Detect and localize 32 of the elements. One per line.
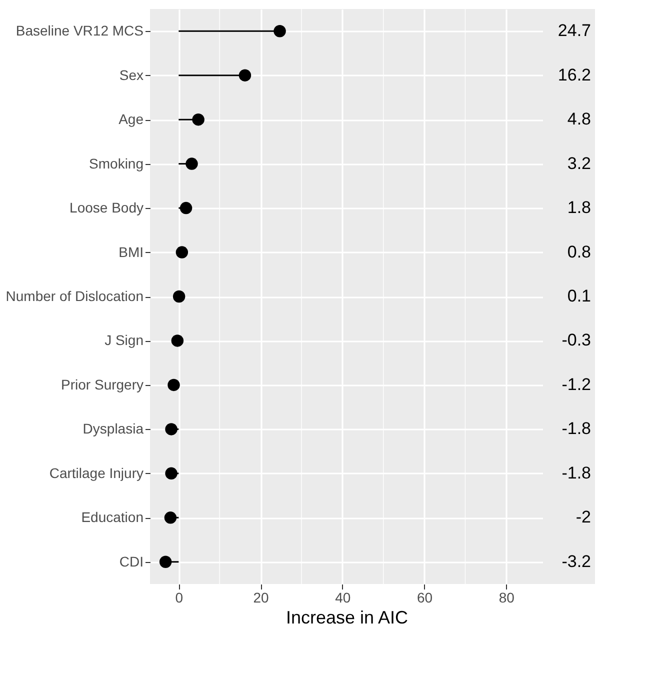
data-label: 24.7 bbox=[558, 21, 591, 40]
data-label: 4.8 bbox=[567, 110, 591, 129]
data-label: 1.8 bbox=[567, 198, 591, 218]
y-tick-label: Sex bbox=[119, 66, 144, 83]
y-tick-label: Cartilage Injury bbox=[49, 464, 144, 481]
y-tick-label: BMI bbox=[118, 244, 144, 260]
data-label: 0.8 bbox=[567, 242, 591, 262]
y-tick-label: Age bbox=[118, 111, 144, 128]
x-axis-title: Increase in AIC bbox=[286, 608, 408, 628]
y-tick-label: Education bbox=[81, 509, 144, 526]
x-tick-label: 80 bbox=[498, 590, 515, 606]
x-tick-label: 40 bbox=[335, 590, 351, 606]
x-tick-label: 20 bbox=[253, 590, 270, 606]
data-label: -0.3 bbox=[562, 330, 591, 350]
x-tick-label: 60 bbox=[416, 590, 433, 606]
y-tick-label: CDI bbox=[119, 553, 144, 570]
data-label: -2 bbox=[576, 508, 591, 527]
data-label: -1.2 bbox=[562, 374, 591, 394]
data-label: 3.2 bbox=[567, 154, 591, 173]
y-tick-label: Number of Dislocation bbox=[6, 288, 144, 304]
y-tick-label: Prior Surgery bbox=[61, 376, 144, 392]
y-tick-label: J Sign bbox=[104, 332, 144, 348]
data-label: -3.2 bbox=[562, 552, 591, 571]
data-label: 16.2 bbox=[558, 65, 591, 84]
data-label: 0.1 bbox=[567, 286, 591, 306]
y-tick-label: Dysplasia bbox=[82, 420, 144, 437]
data-label: -1.8 bbox=[562, 463, 591, 482]
y-tick-label: Smoking bbox=[89, 155, 144, 172]
x-tick-label: 0 bbox=[175, 590, 184, 606]
y-tick-label: Baseline VR12 MCS bbox=[16, 22, 144, 39]
data-label: -1.8 bbox=[562, 419, 591, 438]
y-tick-label: Loose Body bbox=[70, 200, 144, 216]
